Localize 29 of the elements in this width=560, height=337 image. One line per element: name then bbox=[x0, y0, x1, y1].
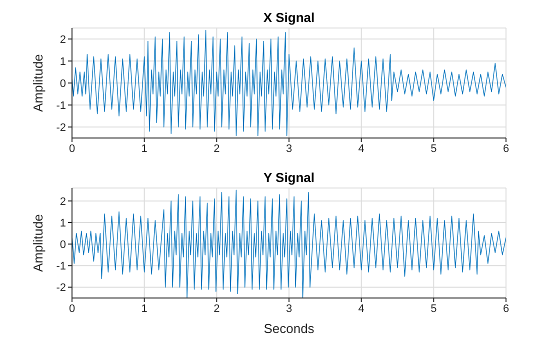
x-tick-label: 4 bbox=[358, 302, 364, 315]
y-tick-label: 2 bbox=[60, 34, 66, 46]
y-tick-label: -1 bbox=[56, 100, 66, 112]
y-axis-title: Amplitude bbox=[30, 54, 46, 112]
chart-title: X Signal bbox=[262, 10, 316, 25]
y-tick-label: -1 bbox=[56, 260, 66, 273]
y-tick-label: 2 bbox=[60, 196, 66, 208]
y-tick-label: 1 bbox=[60, 56, 66, 68]
y-tick-label: 0 bbox=[60, 78, 66, 90]
x-tick-label: 3 bbox=[286, 142, 292, 155]
x-tick-label: 1 bbox=[141, 302, 148, 315]
y-tick-label: -2 bbox=[56, 122, 66, 134]
x-tick-label: 0 bbox=[68, 142, 76, 155]
y-axis-title: Amplitude bbox=[30, 214, 46, 272]
x-tick-label: 2 bbox=[214, 142, 220, 155]
x-axis-title: Seconds bbox=[264, 321, 315, 336]
x-tick-label: 6 bbox=[502, 302, 510, 315]
y-tick-label: 0 bbox=[60, 238, 66, 251]
y-tick-label: -2 bbox=[56, 282, 66, 294]
x-tick-label: 5 bbox=[430, 302, 437, 315]
y-tick-label: 1 bbox=[60, 217, 66, 230]
x-tick-label: 2 bbox=[214, 302, 220, 315]
x-tick-label: 0 bbox=[68, 302, 76, 315]
x-tick-label: 6 bbox=[502, 142, 510, 155]
chart-title: Y Signal bbox=[262, 170, 316, 185]
x-tick-label: 5 bbox=[430, 142, 437, 155]
x-tick-label: 1 bbox=[141, 142, 148, 155]
x-tick-label: 3 bbox=[286, 302, 292, 315]
x-tick-label: 4 bbox=[358, 142, 364, 155]
